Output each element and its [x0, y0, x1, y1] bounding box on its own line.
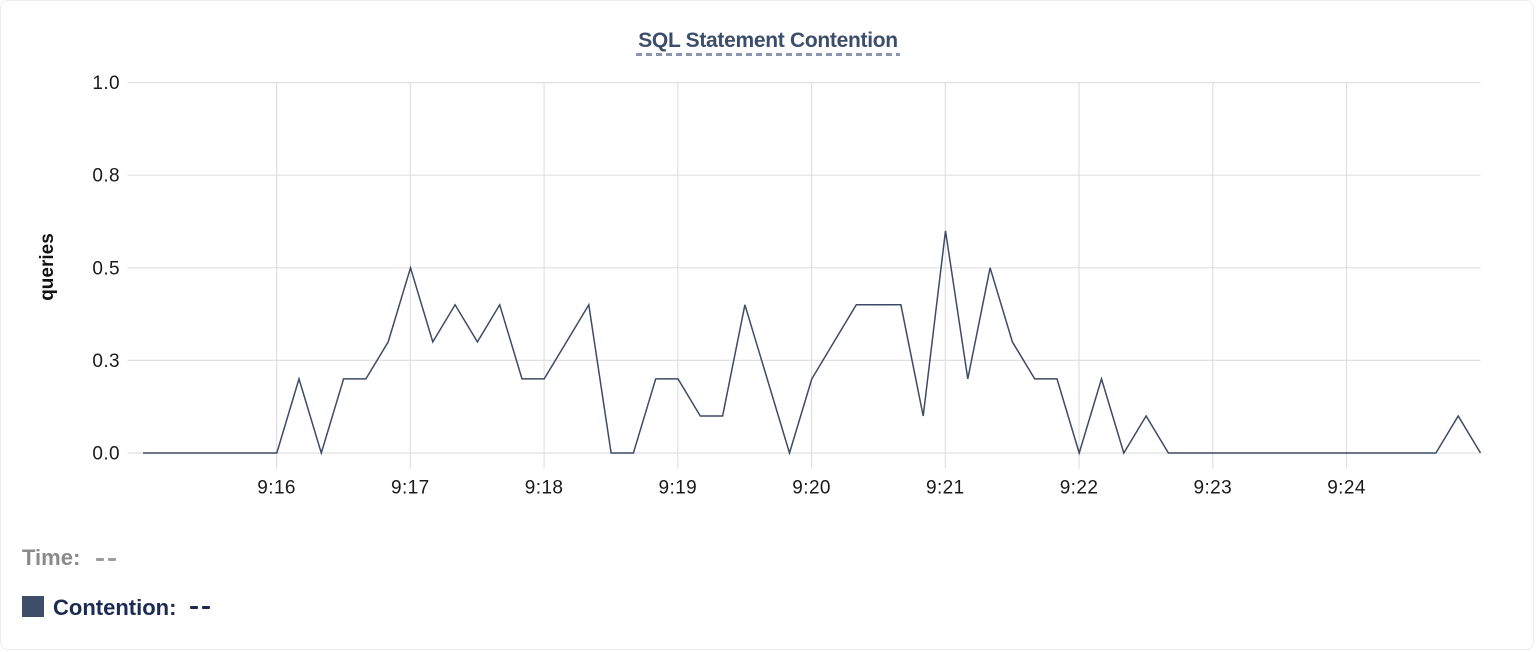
- svg-text:queries: queries: [37, 233, 58, 301]
- svg-text:9:21: 9:21: [926, 478, 965, 499]
- svg-text:9:18: 9:18: [525, 478, 564, 499]
- svg-text:9:16: 9:16: [257, 478, 296, 499]
- svg-text:9:24: 9:24: [1327, 478, 1366, 499]
- svg-text:0.0: 0.0: [92, 444, 120, 465]
- svg-text:9:20: 9:20: [792, 478, 831, 499]
- svg-text:1.0: 1.0: [92, 73, 120, 94]
- svg-text:0.5: 0.5: [92, 258, 120, 279]
- svg-text:9:23: 9:23: [1194, 478, 1233, 499]
- svg-text:0.3: 0.3: [92, 351, 120, 372]
- svg-text:0.8: 0.8: [92, 166, 120, 187]
- svg-text:9:22: 9:22: [1060, 478, 1099, 499]
- svg-text:9:19: 9:19: [659, 478, 698, 499]
- svg-text:9:17: 9:17: [391, 478, 430, 499]
